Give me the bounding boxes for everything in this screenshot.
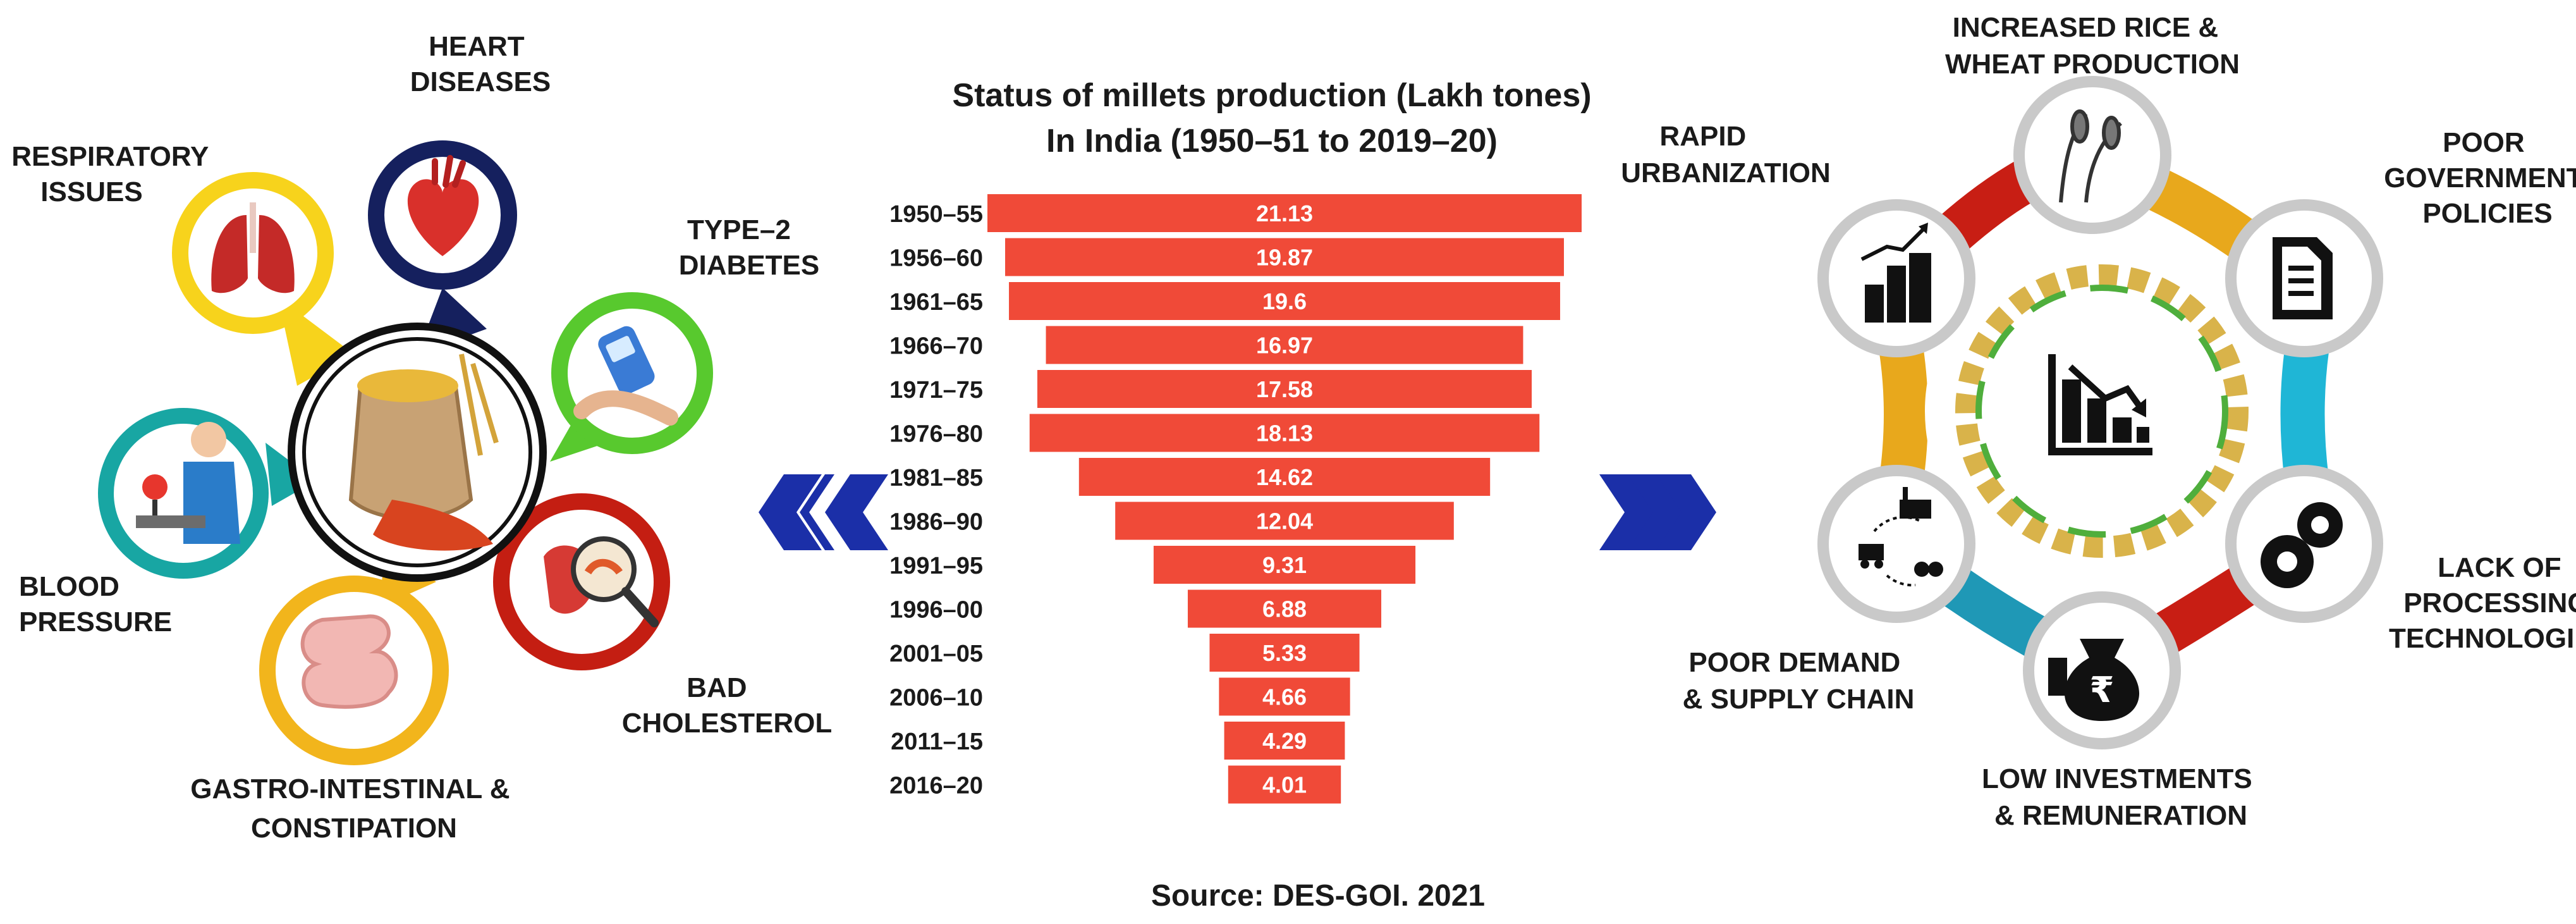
bar-1966–70	[1046, 326, 1523, 364]
declining-chart-icon	[2048, 354, 2152, 455]
health-benefits-panel: HEART DISEASES RESPIRATORY ISSUES	[11, 31, 832, 844]
bar-1971–75	[1037, 370, 1532, 408]
category-label: 1996–00	[889, 597, 983, 624]
bar-2006–10	[1219, 677, 1350, 716]
benefit-blood-pressure: BLOOD PRESSURE	[19, 408, 316, 638]
blood-pressure-icon	[136, 422, 240, 544]
category-label: 1966–70	[889, 333, 983, 360]
category-label: 1981–85	[889, 465, 983, 491]
bar-2011–15	[1224, 722, 1345, 760]
chart-source: Source: DES-GOI. 2021	[1151, 879, 1485, 913]
decline-factors-panel: INCREASED RICE & WHEAT PRODUCTION POOR G…	[1621, 12, 2576, 831]
wheat-icon	[2059, 109, 2122, 203]
bar-value-label: 19.87	[1256, 245, 1313, 271]
category-label: 1950–55	[889, 201, 983, 228]
factor-investment: ₹ LOW INVESTMENTS & REMUNERATION	[1982, 591, 2260, 831]
benefit-respiratory: RESPIRATORY ISSUES	[11, 141, 354, 386]
category-label: 2001–05	[889, 641, 983, 667]
bar-1991–95	[1153, 546, 1416, 584]
intestine-icon	[300, 614, 398, 709]
svg-text:RAPID URBANIZATION: RAPID URBANIZATION	[1621, 121, 1831, 188]
benefit-gastro: GASTRO-INTESTINAL & CONSTIPATION	[190, 544, 517, 844]
svg-text:BLOOD PRESSURE: BLOOD PRESSURE	[19, 571, 172, 638]
millet-production-chart: Status of millets production (Lakh tones…	[889, 77, 1592, 913]
svg-text:LACK OF PROCESSING: LACK OF PROCESSING TECHNOLOGIES	[2389, 552, 2576, 654]
bar-value-label: 16.97	[1256, 333, 1313, 359]
bar-1996–00	[1187, 589, 1382, 628]
svg-text:POOR GOVERNMENT: POOR GOVERNMENT POLICIES	[2384, 127, 2576, 229]
artery-icon	[544, 536, 659, 627]
benefit-diabetes: TYPE–2 DIABETES	[550, 214, 819, 462]
factor-supply-chain: POOR DEMAND & SUPPLY CHAIN	[1683, 465, 1975, 715]
svg-text:LOW INVESTMENTS & REMU: LOW INVESTMENTS & REMUNERATION	[1982, 763, 2260, 831]
bar-1961–65	[1009, 282, 1560, 320]
category-label: 2011–15	[891, 729, 983, 755]
document-icon	[2273, 237, 2333, 319]
decline-center	[1925, 234, 2279, 588]
bar-value-label: 12.04	[1256, 508, 1313, 534]
bar-value-label: 4.29	[1262, 728, 1307, 754]
bar-value-label: 4.01	[1262, 772, 1307, 798]
bar-value-label: 18.13	[1256, 421, 1313, 447]
gears-icon	[2261, 502, 2343, 588]
bar-value-label: 14.62	[1256, 464, 1313, 490]
bar-value-label: 21.13	[1256, 200, 1313, 226]
bar-value-label: 19.6	[1262, 288, 1307, 314]
chart-title-line-2: In India (1950–51 to 2019–20)	[1046, 123, 1498, 159]
factor-urbanization: RAPID URBANIZATION	[1621, 121, 1975, 357]
bar-1950–55	[987, 194, 1582, 232]
benefit-heart: HEART DISEASES	[368, 31, 551, 354]
bar-2001–05	[1209, 634, 1360, 672]
category-label: 1986–90	[889, 509, 983, 536]
bar-value-label: 4.66	[1262, 684, 1307, 710]
glucose-meter-icon	[573, 326, 678, 426]
bar-value-label: 5.33	[1262, 640, 1307, 666]
category-label: 1991–95	[889, 553, 983, 579]
bar-1976–80	[1029, 414, 1540, 452]
category-label: 1961–65	[889, 289, 983, 316]
factor-rice-wheat: INCREASED RICE & WHEAT PRODUCTION	[1945, 12, 2240, 234]
supply-chain-icon	[1859, 487, 1943, 587]
bar-1986–90	[1115, 502, 1454, 540]
millet-sack-center	[288, 323, 547, 582]
city-icon	[1860, 223, 1931, 323]
right-chevron-arrow	[1599, 474, 1716, 550]
category-label: 1971–75	[889, 377, 983, 403]
heart-icon	[407, 155, 479, 256]
chart-title-line-1: Status of millets production (Lakh tones…	[952, 77, 1591, 114]
category-label: 2016–20	[889, 773, 983, 799]
category-label: 2006–10	[889, 685, 983, 711]
svg-text:GASTRO-INTESTINAL & CO: GASTRO-INTESTINAL & CONSTIPATION	[190, 773, 517, 844]
bar-value-label: 17.58	[1256, 376, 1313, 402]
bar-value-label: 6.88	[1262, 596, 1307, 622]
benefit-cholesterol: BAD CHOLESTEROL	[493, 493, 832, 739]
svg-text:TYPE–2 DIABETES: TYPE–2 DIABETES	[679, 214, 819, 281]
money-bag-icon: ₹	[2048, 639, 2140, 721]
bar-1981–85	[1078, 458, 1491, 496]
svg-text:RESPIRATORY ISSUES: RESPIRATORY ISSUES	[11, 141, 216, 207]
factor-policies: POOR GOVERNMENT POLICIES	[2225, 127, 2576, 357]
bar-2016–20	[1228, 765, 1341, 804]
svg-text:INCREASED RICE & WHEAT: INCREASED RICE & WHEAT PRODUCTION	[1945, 12, 2240, 80]
rupee-symbol: ₹	[2090, 670, 2115, 710]
svg-text:POOR DEMAND & SUPPLY C: POOR DEMAND & SUPPLY CHAIN	[1683, 647, 1915, 715]
millet-sack-icon	[348, 354, 499, 551]
left-chevron-arrow	[759, 474, 888, 550]
bar-value-label: 9.31	[1262, 552, 1307, 578]
svg-text:BAD CHOLESTEROL: BAD CHOLESTEROL	[622, 672, 832, 739]
chart-bars: 21.13 1950–55 19.87 1956–60 19.6 1961–65 16.97…	[889, 194, 1582, 804]
lungs-icon	[211, 202, 295, 293]
factor-processing: LACK OF PROCESSING TECHNOLOGIES	[2225, 465, 2576, 654]
svg-text:HEART DISEASES: HEART DISEASES	[410, 31, 551, 97]
category-label: 1956–60	[889, 245, 983, 272]
bar-1956–60	[1005, 238, 1564, 276]
category-label: 1976–80	[889, 421, 983, 448]
